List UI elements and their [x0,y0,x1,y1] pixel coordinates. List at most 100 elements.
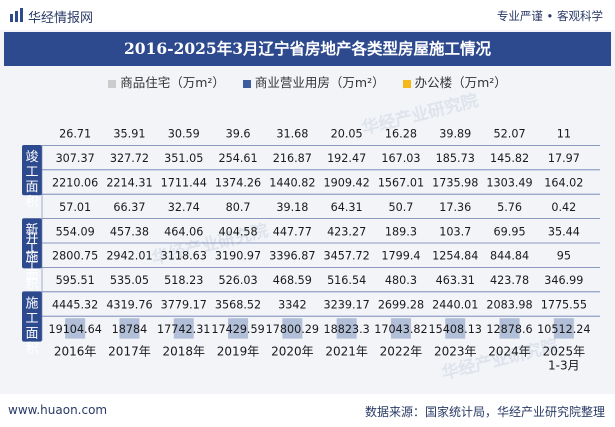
group-label-box [22,291,42,342]
x-tick-label: 2020年 [271,345,314,359]
data-value: 2214.31 [106,177,152,190]
footer-url[interactable]: www.huaon.com [8,403,108,417]
data-value: 518.23 [164,274,203,287]
footer: www.huaon.com 数据来源：国家统计局，华经产业研究院整理 [0,394,615,427]
data-value: 26.71 [59,128,91,141]
x-tick-label: 2017年 [108,345,151,359]
data-value: 4319.76 [106,299,152,312]
data-value: 0.42 [551,201,576,214]
data-value: 39.18 [276,201,308,214]
data-value: 167.03 [381,152,420,165]
data-value: 15408.13 [429,323,482,336]
data-value: 32.74 [168,201,200,214]
x-tick-label: 1-3月 [548,359,580,373]
group-label-char: 施 [25,296,38,311]
data-value: 844.84 [490,250,529,263]
legend: 商品住宅（万m²） 商业营业用房（万m²） 办公楼（万m²） [0,72,615,94]
data-value: 404.58 [218,225,257,238]
group-label-char: 积 [25,195,38,210]
data-value: 64.31 [331,201,363,214]
data-value: 464.06 [164,225,203,238]
data-value: 69.95 [494,225,526,238]
logo-icon [10,8,23,22]
bar-mark [65,318,86,339]
bar-mark [499,318,520,339]
data-value: 3396.87 [269,250,315,263]
data-value: 39.6 [226,128,251,141]
data-value: 185.73 [436,152,475,165]
legend-swatch-commercial [242,79,251,88]
data-value: 50.7 [388,201,413,214]
data-value: 1711.44 [161,177,207,190]
data-value: 3568.52 [215,299,261,312]
footer-source: 数据来源：国家统计局，华经产业研究院整理 [364,405,605,419]
group-label-char: 积 [25,277,38,292]
group-label-box [22,145,42,196]
data-value: 17429.59 [211,323,264,336]
data-value: 447.77 [273,225,312,238]
x-tick-label: 2016年 [54,345,97,359]
data-value: 3457.72 [324,250,370,263]
data-value: 1374.26 [215,177,261,190]
top-bar: 华经情报网 专业严谨 • 客观科学 [0,0,615,30]
legend-item-commercial: 商业营业用房（万m²） [242,72,385,91]
data-value: 2800.75 [52,250,98,263]
bar-mark [119,318,140,339]
data-value: 423.27 [327,225,366,238]
legend-label-office: 办公楼（万m²） [414,75,507,90]
data-value: 554.09 [56,225,95,238]
group-label-char: 开 [25,232,38,247]
data-value: 1567.01 [378,177,424,190]
data-value: 35.44 [548,225,580,238]
data-value: 16.28 [385,128,417,141]
x-tick-label: 2024年 [488,345,531,359]
data-value: 95 [557,250,571,263]
data-value: 17.36 [439,201,471,214]
data-value: 595.51 [56,274,95,287]
data-value: 3239.17 [324,299,370,312]
title-bar: 2016-2025年3月辽宁省房地产各类型房屋施工情况 [4,32,611,66]
data-value: 2942.01 [106,250,152,263]
slogan: 专业严谨 • 客观科学 [496,9,603,23]
data-value: 307.37 [56,152,95,165]
data-value: 66.37 [113,201,145,214]
data-value: 3118.63 [161,250,207,263]
data-value: 145.82 [490,152,529,165]
data-value: 468.59 [273,274,312,287]
legend-swatch-residential [108,79,117,88]
data-value: 18823.3 [324,323,370,336]
data-value: 1909.42 [324,177,370,190]
data-value: 30.59 [168,128,200,141]
data-value: 31.68 [276,128,308,141]
x-tick-label: 2022年 [380,345,423,359]
data-value: 1775.55 [541,299,587,312]
data-value: 516.54 [327,274,366,287]
x-tick-label: 2021年 [325,345,368,359]
data-value: 3342 [278,299,306,312]
group-label-box [22,218,42,269]
data-value: 2440.01 [432,299,478,312]
bar-mark [173,318,194,339]
group-label-char: 工 [25,259,38,274]
x-tick-label: 2023年 [434,345,477,359]
brand-name: 华经情报网 [28,11,94,26]
data-value: 1303.49 [486,177,532,190]
x-tick-label: 2025年 [543,345,586,359]
legend-item-office: 办公楼（万m²） [402,72,507,91]
data-value: 254.61 [218,152,257,165]
data-value: 35.91 [113,128,145,141]
data-value: 19104.64 [48,323,101,336]
data-value: 5.76 [497,201,522,214]
data-value: 52.07 [494,128,526,141]
data-value: 192.47 [327,152,366,165]
data-value: 463.31 [436,274,475,287]
data-value: 526.03 [218,274,257,287]
bar-mark [282,318,303,339]
legend-item-residential: 商品住宅（万m²） [108,72,225,91]
data-value: 1440.82 [269,177,315,190]
data-value: 480.3 [385,274,417,287]
data-value: 327.72 [110,152,149,165]
group-label-char: 工 [25,311,38,326]
legend-swatch-office [402,79,411,88]
data-value: 3779.17 [161,299,207,312]
